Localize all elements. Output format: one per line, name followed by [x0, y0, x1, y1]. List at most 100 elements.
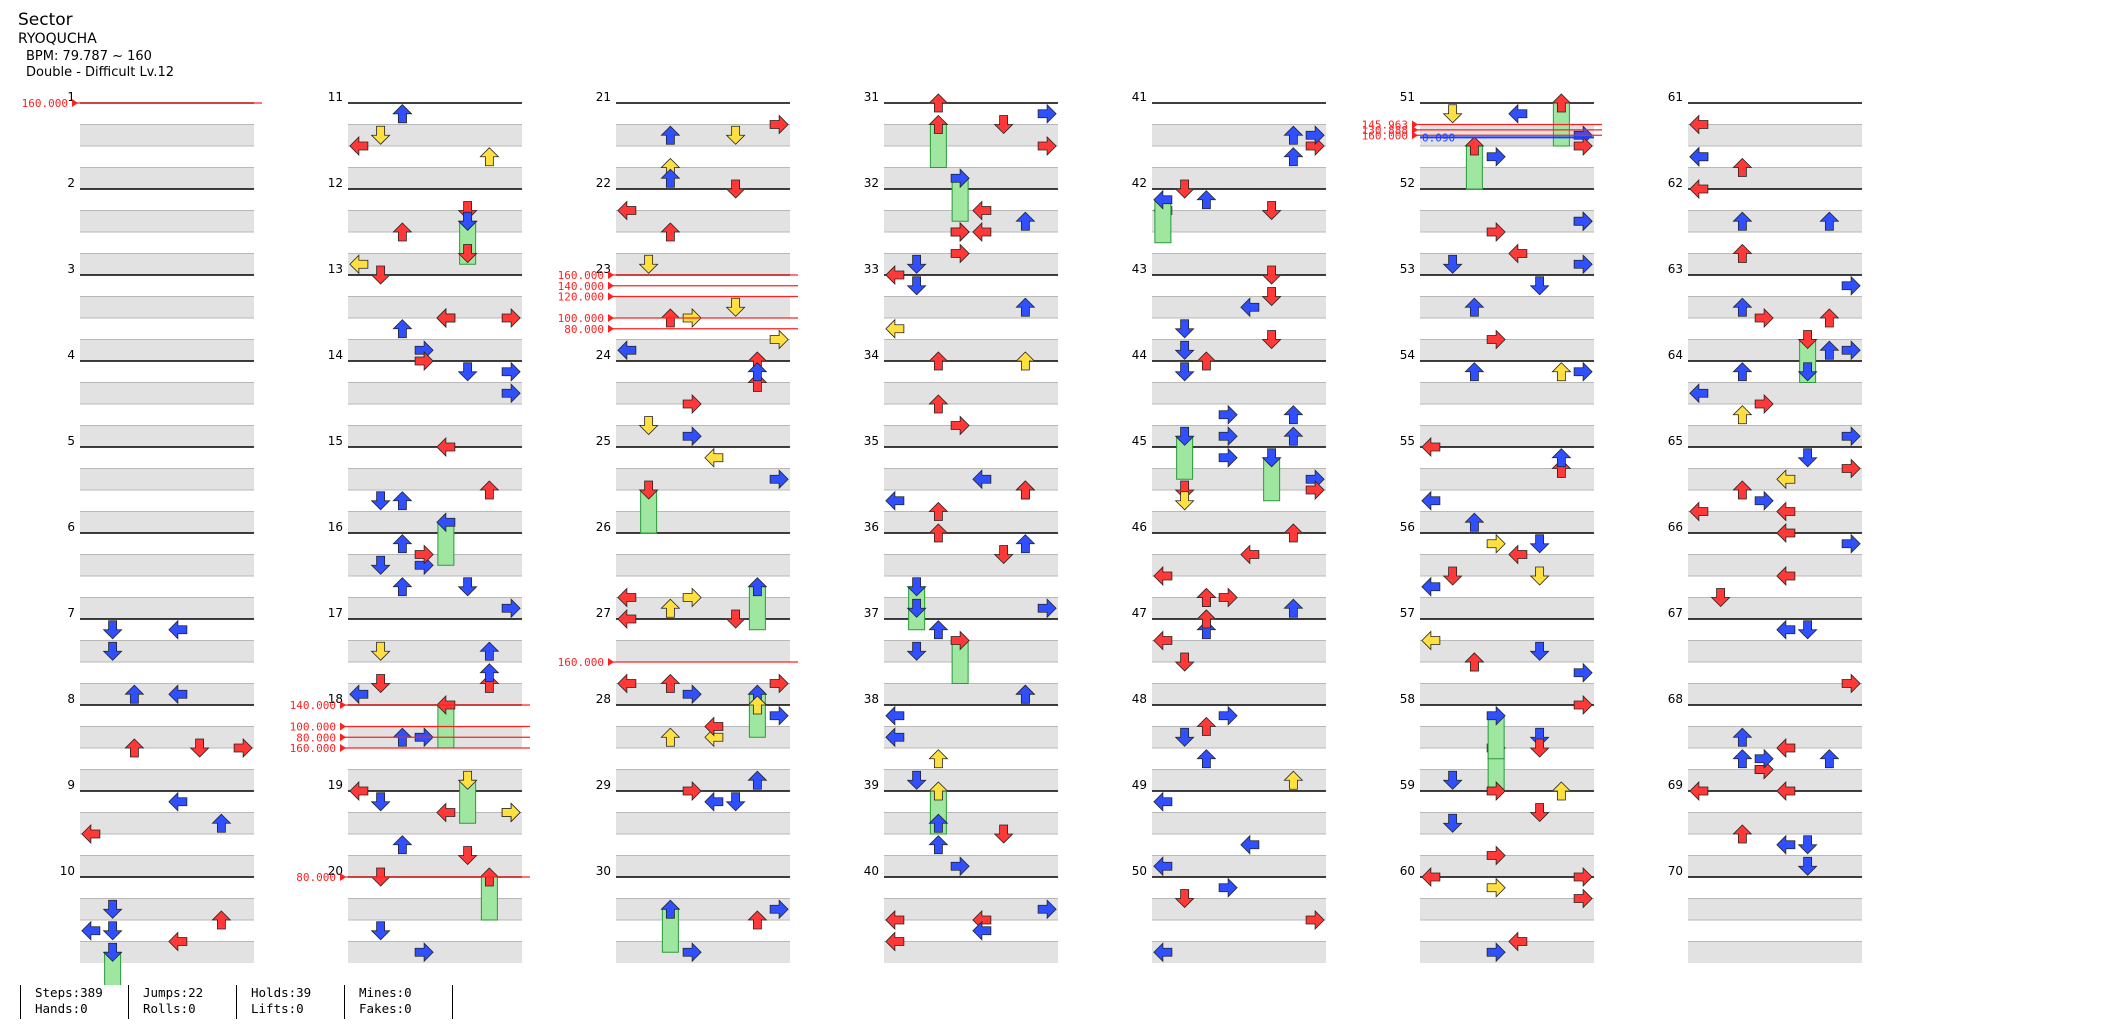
down-arrow-note [725, 297, 746, 317]
down-arrow-note [1261, 330, 1282, 350]
bpm-marker-icon [608, 314, 614, 322]
arrow-shape [1174, 426, 1195, 446]
measure-number: 14 [328, 348, 343, 362]
beat-band [348, 511, 522, 533]
down-arrow-note [457, 770, 478, 790]
beat-band [1152, 898, 1326, 920]
arrow-shape [617, 609, 637, 629]
arrow-shape [1732, 480, 1753, 500]
up-arrow-note [1015, 534, 1036, 554]
left-arrow-note [972, 469, 992, 490]
down-arrow-note [638, 480, 659, 500]
arrow-shape [1442, 813, 1463, 833]
left-arrow-note [704, 791, 724, 812]
up-arrow-note [1551, 93, 1572, 113]
left-arrow-note [885, 910, 905, 930]
right-arrow-note [682, 587, 702, 608]
down-arrow-note [1442, 566, 1463, 586]
beat-band [616, 855, 790, 877]
beat-band [884, 640, 1058, 662]
arrow-shape [972, 920, 992, 941]
beat-band [348, 683, 522, 705]
measure-number: 18 [328, 692, 343, 706]
beat-band [1688, 855, 1862, 877]
left-arrow-note [617, 340, 637, 361]
beat-band [80, 382, 254, 404]
arrow-shape [747, 910, 768, 930]
right-arrow-note [1573, 695, 1593, 715]
beat-band [884, 898, 1058, 920]
arrow-shape [1551, 781, 1572, 801]
down-arrow-note [1529, 727, 1550, 747]
right-arrow-note [682, 426, 702, 447]
arrow-shape [1464, 136, 1485, 156]
arrow-shape [1283, 147, 1304, 167]
arrow-shape [1218, 705, 1238, 726]
arrow-shape [1464, 362, 1485, 382]
right-arrow-note [950, 856, 970, 877]
arrow-shape [501, 361, 521, 382]
beat-band [80, 425, 254, 447]
beat-band [616, 941, 790, 963]
down-arrow-note [1261, 448, 1282, 468]
beat-band [616, 597, 790, 619]
arrow-shape [392, 835, 413, 855]
arrow-shape [682, 587, 702, 608]
beat-band [80, 640, 254, 662]
arrow-shape [1573, 361, 1593, 382]
down-arrow-note [1797, 330, 1818, 350]
arrow-shape [993, 545, 1014, 565]
arrow-shape [1776, 523, 1796, 543]
arrow-shape [1153, 791, 1173, 812]
arrow-shape [457, 846, 478, 866]
measure-number: 13 [328, 262, 343, 276]
beat-band [1152, 640, 1326, 662]
arrow-shape [1174, 652, 1195, 672]
left-arrow-note [1240, 834, 1260, 855]
arrow-shape [747, 770, 768, 790]
arrow-shape [1421, 437, 1441, 457]
up-arrow-note [124, 684, 145, 704]
arrow-shape [479, 673, 500, 693]
beat-band [1688, 124, 1862, 146]
beat-band [348, 769, 522, 791]
arrow-shape [1486, 845, 1506, 866]
arrow-shape [1174, 319, 1195, 339]
arrow-shape [1464, 652, 1485, 672]
arrow-shape [168, 619, 188, 640]
arrow-shape [1486, 329, 1506, 350]
arrow-shape [1776, 501, 1796, 522]
arrow-shape [747, 362, 768, 382]
up-arrow-note [1283, 125, 1304, 145]
up-arrow-note [1196, 587, 1217, 607]
right-arrow-note [1841, 533, 1861, 554]
arrow-shape [660, 598, 681, 618]
beat-band [616, 726, 790, 748]
left-arrow-note [885, 705, 905, 726]
up-arrow-note [1551, 458, 1572, 478]
measure-number: 41 [1132, 90, 1147, 104]
measure-number: 47 [1132, 606, 1147, 620]
arrow-shape [1529, 566, 1550, 586]
beat-band [80, 683, 254, 705]
stat-column-steps: Steps:389 Hands:0 [20, 985, 103, 1019]
down-arrow-note [993, 824, 1014, 844]
arrow-shape [660, 673, 681, 693]
down-arrow-note [1261, 287, 1282, 307]
up-arrow-note [392, 319, 413, 339]
measure-number: 15 [328, 434, 343, 448]
left-arrow-note [1153, 189, 1173, 210]
down-arrow-note [906, 577, 927, 597]
arrow-shape [972, 200, 992, 221]
left-arrow-note [168, 791, 188, 812]
arrow-shape [370, 265, 391, 285]
measure-number: 42 [1132, 176, 1147, 190]
measure-number: 21 [596, 90, 611, 104]
bpm-change-label: 160.000 [290, 742, 336, 755]
up-arrow-note [1283, 405, 1304, 425]
arrow-shape [1508, 931, 1528, 952]
measure-number: 17 [328, 606, 343, 620]
measure-number: 54 [1400, 348, 1415, 362]
measure-number: 44 [1132, 348, 1147, 362]
right-arrow-note [501, 802, 521, 823]
